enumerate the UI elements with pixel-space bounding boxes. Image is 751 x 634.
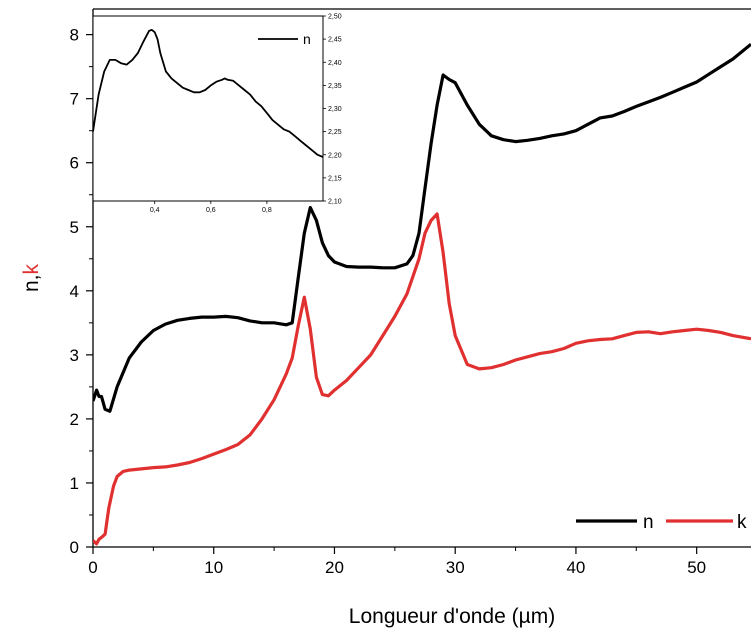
y-tick-label: 5 [70, 218, 79, 237]
main-plot: 0 10 20 30 40 50 0 1 2 3 4 5 6 7 8 Longueur d'onde (µm)… [20, 8, 751, 628]
inset-series-line-n [92, 29, 324, 158]
inset-y-tick-label: 2,35 [328, 83, 342, 90]
inset-frame [92, 15, 324, 202]
legend-label-k: k [737, 512, 747, 533]
x-axis-label: Longueur d'onde (µm) [349, 605, 555, 628]
x-tick-label: 0 [88, 558, 97, 577]
y-tick-label: 6 [70, 154, 79, 173]
legend-label-n: n [643, 512, 654, 533]
inset-plot: 2,10 2,15 2,20 2,25 2,30 2,35 2,40 2,45 2,50 0,4 0… [92, 14, 342, 214]
x-tick-label: 50 [687, 558, 706, 577]
inset-y-tick-label: 2,50 [328, 14, 342, 21]
inset-x-tick-label: 0,4 [150, 207, 160, 214]
y-tick-label: 3 [70, 346, 79, 365]
y-tick-label: 7 [70, 90, 79, 109]
y-tick-label: 1 [70, 474, 79, 493]
inset-legend-label-n: n [303, 31, 311, 47]
y-axis-label-part: , [20, 274, 43, 280]
x-tick-label: 10 [204, 558, 223, 577]
y-tick-label: 4 [70, 282, 79, 301]
series-line-k [93, 212, 751, 546]
x-tick-label: 20 [325, 558, 344, 577]
inset-y-tick-label: 2,30 [328, 106, 342, 113]
inset-x-tick-label: 0,8 [262, 207, 272, 214]
inset-legend: n [258, 31, 311, 47]
y-tick-label: 2 [70, 410, 79, 429]
x-tick-label: 30 [446, 558, 465, 577]
y-axis-label-part: k [20, 263, 43, 274]
inset-y-tick-label: 2,40 [328, 60, 342, 67]
y-tick-label: 8 [70, 26, 79, 45]
inset-y-tick-label: 2,10 [328, 199, 342, 206]
y-axis-label: n,k [20, 263, 43, 292]
series-line-n [93, 42, 751, 413]
inset-y-tick-label: 2,20 [328, 152, 342, 159]
inset-x-tick-label: 0,6 [206, 207, 216, 214]
inset-y-tick-label: 2,15 [328, 175, 342, 182]
x-tick-label: 40 [566, 558, 585, 577]
y-tick-label: 0 [70, 538, 79, 557]
inset-y-tick-label: 2,25 [328, 129, 342, 136]
inset-y-tick-label: 2,45 [328, 37, 342, 44]
y-axis-label-part: n [20, 280, 43, 292]
